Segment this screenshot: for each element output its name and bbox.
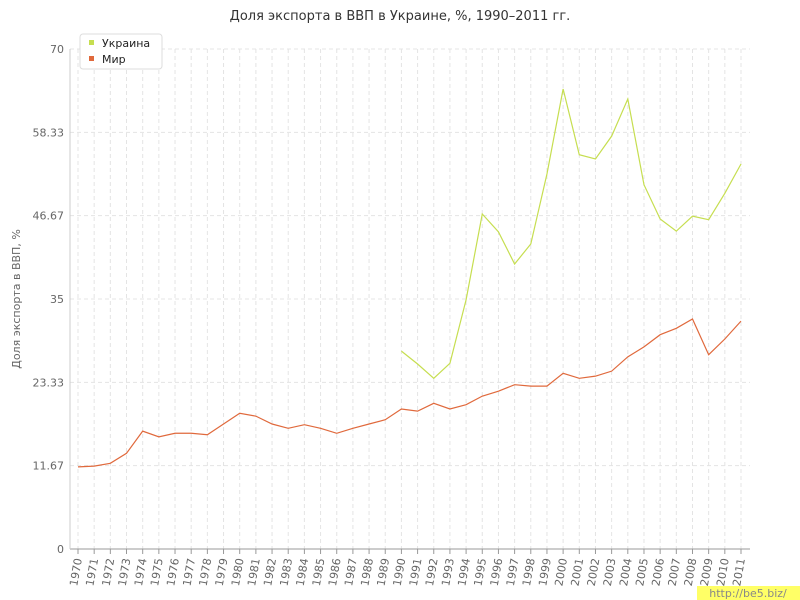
x-tick-label: 1983 bbox=[278, 557, 296, 587]
x-tick-label: 2000 bbox=[552, 557, 570, 587]
x-tick-label: 1998 bbox=[520, 557, 538, 587]
legend-swatch bbox=[89, 40, 94, 45]
y-tick-label: 70 bbox=[50, 43, 64, 56]
x-tick-label: 1979 bbox=[213, 557, 231, 587]
x-tick-label: 1999 bbox=[536, 557, 554, 587]
x-tick-label: 1985 bbox=[310, 557, 328, 587]
y-tick-label: 11.67 bbox=[33, 460, 65, 473]
y-tick-label: 46.67 bbox=[33, 210, 65, 223]
x-tick-label: 1988 bbox=[358, 557, 376, 587]
x-tick-label: 1982 bbox=[261, 557, 279, 587]
x-tick-label: 1980 bbox=[229, 557, 247, 587]
x-tick-label: 2002 bbox=[585, 557, 603, 587]
x-tick-label: 2007 bbox=[666, 557, 684, 587]
x-tick-label: 1987 bbox=[342, 557, 360, 587]
x-tick-label: 2010 bbox=[714, 557, 732, 587]
x-tick-label: 2011 bbox=[730, 557, 748, 587]
y-tick-label: 58.33 bbox=[33, 126, 65, 139]
x-tick-label: 1989 bbox=[375, 557, 393, 587]
x-tick-label: 1970 bbox=[67, 557, 85, 587]
x-tick-label: 1997 bbox=[504, 557, 522, 587]
x-tick-label: 1975 bbox=[148, 557, 166, 587]
x-tick-label: 1996 bbox=[488, 557, 506, 587]
x-tick-label: 2008 bbox=[682, 557, 700, 587]
x-tick-label: 1978 bbox=[197, 557, 215, 587]
y-tick-label: 35 bbox=[50, 293, 64, 306]
x-tick-label: 1971 bbox=[83, 557, 101, 587]
x-tick-label: 2003 bbox=[601, 557, 619, 587]
x-tick-label: 1986 bbox=[326, 557, 344, 587]
legend-label: Мир bbox=[102, 53, 126, 66]
legend-swatch bbox=[89, 56, 94, 61]
x-tick-label: 1981 bbox=[245, 557, 263, 587]
x-tick-label: 2006 bbox=[649, 557, 667, 587]
y-tick-label: 23.33 bbox=[33, 376, 65, 389]
x-tick-label: 1977 bbox=[180, 557, 198, 587]
legend-label: Украина bbox=[102, 37, 150, 50]
x-tick-label: 2009 bbox=[698, 557, 716, 587]
x-tick-label: 1974 bbox=[132, 557, 150, 587]
x-tick-label: 1992 bbox=[423, 557, 441, 587]
x-tick-label: 1993 bbox=[439, 557, 457, 587]
x-tick-label: 1984 bbox=[294, 557, 312, 587]
x-tick-label: 1994 bbox=[455, 557, 473, 587]
x-tick-label: 1991 bbox=[407, 557, 425, 587]
legend-box bbox=[79, 33, 163, 70]
x-tick-label: 1995 bbox=[472, 557, 490, 587]
chart-title: Доля экспорта в ВВП в Украине, %, 1990–2… bbox=[230, 9, 571, 24]
x-tick-label: 1990 bbox=[391, 557, 409, 587]
x-tick-label: 1976 bbox=[164, 557, 182, 587]
series-line bbox=[77, 318, 742, 468]
watermark-bg bbox=[697, 586, 800, 600]
y-axis-label: Доля экспорта в ВВП, % bbox=[10, 229, 23, 369]
x-tick-label: 2001 bbox=[569, 557, 587, 587]
y-tick-label: 0 bbox=[57, 543, 64, 556]
watermark: http://be5.biz/ bbox=[709, 587, 787, 600]
x-tick-label: 1972 bbox=[100, 557, 118, 587]
x-tick-label: 2004 bbox=[617, 557, 635, 587]
x-tick-label: 1973 bbox=[116, 557, 134, 587]
series-line bbox=[401, 88, 742, 380]
x-tick-label: 2005 bbox=[633, 557, 651, 587]
